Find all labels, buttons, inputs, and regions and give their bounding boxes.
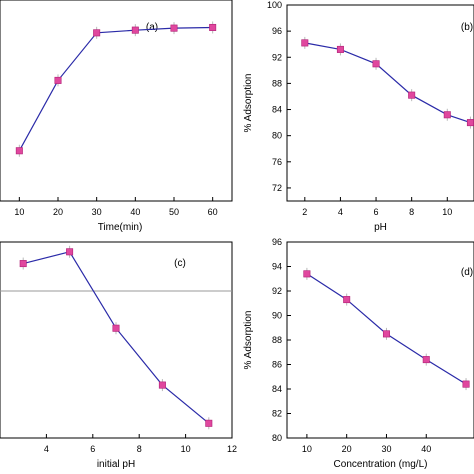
y-tick-label: 100 [267,0,282,10]
y-tick-label: 76 [272,157,282,167]
x-tick-label: 10 [442,207,452,217]
panel-a: 10 20 30 40 50 60 Time(min) (a) [0,0,233,233]
y-tick-label: 88 [272,335,282,345]
x-tick-label: 50 [169,207,179,217]
data-point [443,111,451,119]
y-axis-title: % Adsorption [243,74,254,133]
panel-label: (b) [461,22,473,33]
data-point [93,29,101,37]
panel-label: (c) [174,258,186,269]
plot-frame [286,4,474,202]
x-tick-label: 10 [302,444,312,454]
y-tick-label: 84 [272,384,282,394]
data-point [209,23,217,31]
y-tick-label: 72 [272,183,282,193]
panel-label: (d) [461,267,473,278]
data-point [336,45,344,53]
y-tick-label: 94 [272,262,282,272]
x-axis-title: initial pH [97,459,135,470]
y-tick-label: 90 [272,311,282,321]
x-tick-label: 6 [90,444,95,454]
y-tick-label: 80 [272,433,282,443]
panel-d: 10 20 30 40 80 82 84 86 88 90 92 94 96 Concentration … [243,237,474,470]
y-tick-label: 84 [272,105,282,115]
data-point [131,26,139,34]
x-axis-title: Concentration (mg/L) [334,459,428,470]
x-tick-label: 10 [14,207,24,217]
panel-c: 4 6 8 10 12 initial pH (c) [0,241,237,470]
x-tick-label: 8 [137,444,142,454]
x-tick-label: 6 [374,207,379,217]
y-tick-label: 96 [272,237,282,247]
x-axis-title: pH [374,222,387,233]
x-tick-label: 4 [338,207,343,217]
data-point [66,248,74,256]
data-point [303,270,311,278]
plot-frame [0,241,233,439]
x-tick-label: 20 [342,444,352,454]
y-tick-label: 86 [272,360,282,370]
series-line [304,42,471,124]
x-tick-label: 12 [227,444,237,454]
x-tick-label: 60 [208,207,218,217]
x-tick-label: 10 [181,444,191,454]
x-axis-title: Time(min) [98,222,143,233]
x-tick-label: 20 [53,207,63,217]
data-point [170,24,178,32]
data-point [112,324,120,332]
x-tick-label: 40 [130,207,140,217]
series-line [18,26,213,152]
data-point [382,330,390,338]
data-point [158,381,166,389]
y-tick-label: 88 [272,78,282,88]
data-point [408,91,416,99]
y-axis-title: % Adsorption [243,311,254,370]
data-point [462,380,470,388]
data-point [205,419,213,427]
x-tick-label: 30 [92,207,102,217]
x-tick-label: 4 [44,444,49,454]
data-point [301,39,309,47]
data-point [343,296,351,304]
y-tick-label: 92 [272,286,282,296]
y-tick-label: 80 [272,131,282,141]
x-tick-label: 40 [421,444,431,454]
panel-b: 2 4 6 8 10 72 76 80 84 88 92 96 100 pH % Adsorption (b) [243,0,474,233]
y-tick-label: 82 [272,409,282,419]
panel-label: (a) [146,22,158,33]
data-point [372,60,380,68]
y-tick-label: 92 [272,52,282,62]
x-tick-label: 2 [302,207,307,217]
data-point [466,119,474,127]
y-tick-label: 96 [272,26,282,36]
data-point [19,260,27,268]
series-line [23,251,210,424]
data-point [15,147,23,155]
data-point [422,356,430,364]
plot-frame [0,0,233,202]
x-tick-label: 30 [381,444,391,454]
plot-frame [286,241,474,439]
x-tick-label: 8 [409,207,414,217]
data-point [54,76,62,84]
